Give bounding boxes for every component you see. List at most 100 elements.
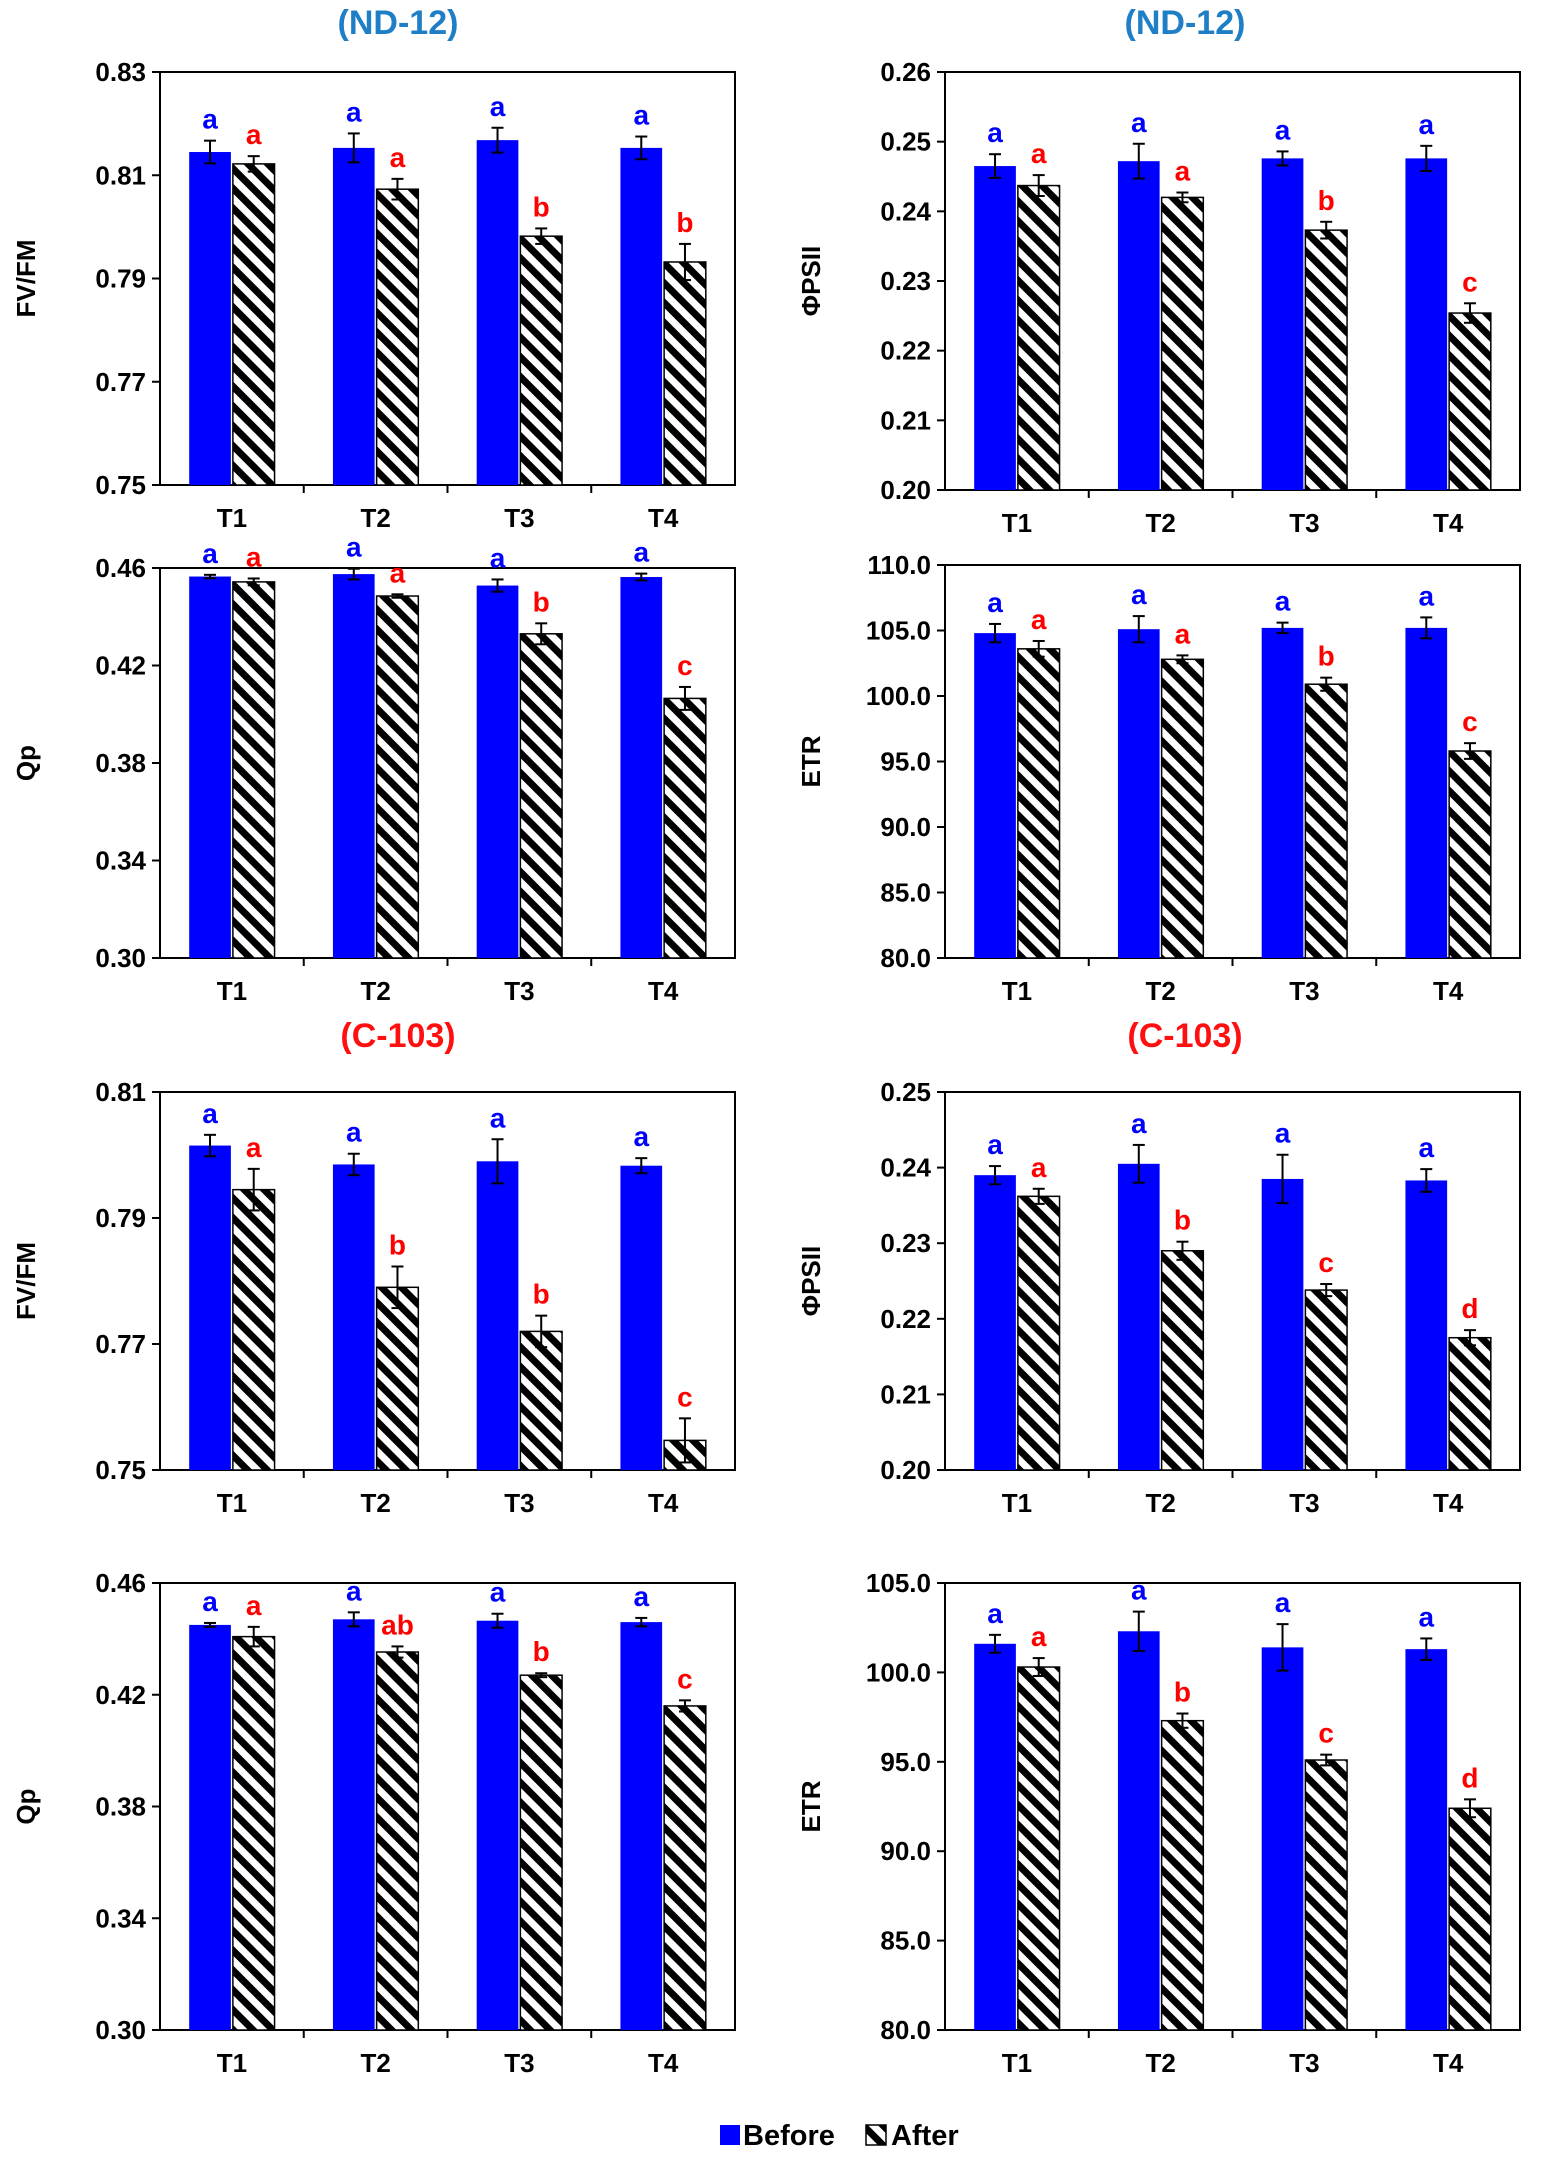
y-tick-label: 110.0 — [867, 550, 931, 580]
x-tick-label: T4 — [648, 976, 679, 1006]
significance-letter: a — [987, 1598, 1003, 1629]
significance-letter: a — [1175, 156, 1191, 187]
significance-letter: a — [1031, 1152, 1047, 1183]
bar-after — [1160, 1719, 1205, 2031]
significance-letter: b — [533, 586, 550, 617]
bar-after — [519, 1330, 563, 1471]
y-tick-label: 0.79 — [95, 264, 146, 294]
significance-letter: c — [1318, 1247, 1334, 1278]
x-tick-label: T2 — [360, 503, 390, 533]
y-tick-label: 0.38 — [95, 1792, 146, 1822]
significance-letter: a — [202, 1098, 218, 1129]
significance-letter: a — [1031, 1621, 1047, 1652]
significance-letter: b — [1174, 1205, 1191, 1236]
bar-after — [519, 1674, 563, 2031]
significance-letter: a — [246, 1590, 262, 1621]
significance-letter: a — [346, 1117, 362, 1148]
y-tick-label: 0.24 — [880, 196, 931, 226]
y-tick-label: 95.0 — [880, 1747, 931, 1777]
y-tick-label: 0.83 — [95, 57, 146, 87]
significance-letter: ab — [381, 1609, 414, 1640]
bar-before — [189, 1145, 231, 1470]
y-tick-label: 0.81 — [95, 1077, 146, 1107]
y-tick-label: 0.46 — [95, 553, 146, 583]
significance-letter: b — [389, 1230, 406, 1261]
significance-letter: b — [1318, 641, 1335, 672]
significance-letter: a — [346, 1575, 362, 1606]
y-tick-label: 0.21 — [880, 1379, 931, 1409]
bar-after — [1160, 196, 1205, 491]
significance-letter: a — [633, 1581, 649, 1612]
significance-letter: a — [246, 1132, 262, 1163]
significance-letter: a — [1131, 579, 1147, 610]
bar-after — [375, 1651, 420, 2031]
y-tick-label: 0.42 — [95, 651, 146, 681]
y-tick-label: 0.20 — [880, 475, 931, 505]
y-tick-label: 85.0 — [880, 1926, 931, 1956]
bar-before — [332, 1164, 375, 1470]
y-tick-label: 85.0 — [880, 878, 931, 908]
legend: Before After — [720, 2120, 959, 2152]
bar-before — [620, 577, 663, 958]
significance-letter: c — [1318, 1718, 1334, 1749]
significance-letter: a — [246, 119, 262, 150]
y-axis-label: ΦPSII — [796, 246, 826, 316]
bar-before — [189, 1624, 231, 2030]
significance-letter: a — [987, 587, 1003, 618]
significance-letter: a — [490, 1577, 506, 1608]
significance-letter: a — [1418, 580, 1434, 611]
bar-after — [519, 235, 563, 486]
y-tick-label: 0.75 — [95, 1455, 146, 1485]
significance-letter: b — [1174, 1677, 1191, 1708]
bar-after — [1304, 1289, 1348, 1471]
significance-letter: b — [1318, 185, 1335, 216]
title-c103-right: (C-103) — [1127, 1017, 1242, 1055]
significance-letter: a — [1031, 138, 1047, 169]
significance-letter: b — [533, 1279, 550, 1310]
significance-letter: a — [490, 542, 506, 573]
x-tick-label: T3 — [1289, 976, 1319, 1006]
x-tick-label: T3 — [504, 1488, 534, 1518]
legend-before-swatch — [720, 2125, 740, 2145]
bar-before — [332, 147, 375, 486]
x-tick-label: T1 — [217, 503, 247, 533]
legend-before-label: Before — [743, 2120, 835, 2152]
x-tick-label: T2 — [1145, 2048, 1175, 2078]
bar-before — [1117, 1163, 1160, 1470]
y-tick-label: 0.34 — [95, 1903, 146, 1933]
legend-after-swatch — [865, 2124, 887, 2146]
significance-letter: a — [202, 1586, 218, 1617]
x-tick-label: T4 — [1433, 508, 1464, 538]
bar-after — [663, 1705, 707, 2031]
significance-letter: a — [1418, 1132, 1434, 1163]
title-nd12-right: (ND-12) — [1125, 4, 1246, 42]
x-tick-label: T1 — [217, 976, 247, 1006]
bar-after — [232, 1188, 276, 1471]
bar-before — [1405, 1180, 1448, 1470]
significance-letter: a — [1131, 107, 1147, 138]
y-tick-label: 0.20 — [880, 1455, 931, 1485]
x-tick-label: T2 — [360, 976, 390, 1006]
bar-before — [1117, 161, 1160, 490]
bar-after — [1304, 229, 1348, 491]
significance-letter: a — [1131, 1108, 1147, 1139]
bar-before — [620, 1165, 663, 1470]
bar-before — [476, 140, 519, 485]
significance-letter: a — [633, 1121, 649, 1152]
bar-before — [1261, 1647, 1304, 2030]
significance-letter: a — [202, 104, 218, 135]
bar-before — [1117, 1631, 1160, 2030]
significance-letter: a — [1275, 586, 1291, 617]
bar-before — [476, 585, 519, 958]
bar-after — [1017, 184, 1061, 491]
y-tick-label: 90.0 — [880, 812, 931, 842]
y-tick-label: 0.30 — [95, 943, 146, 973]
y-tick-label: 0.25 — [880, 1077, 931, 1107]
y-tick-label: 0.81 — [95, 160, 146, 190]
significance-letter: a — [346, 532, 362, 563]
bar-after — [375, 1286, 420, 1471]
bar-after — [1160, 1250, 1205, 1471]
x-tick-label: T3 — [504, 503, 534, 533]
